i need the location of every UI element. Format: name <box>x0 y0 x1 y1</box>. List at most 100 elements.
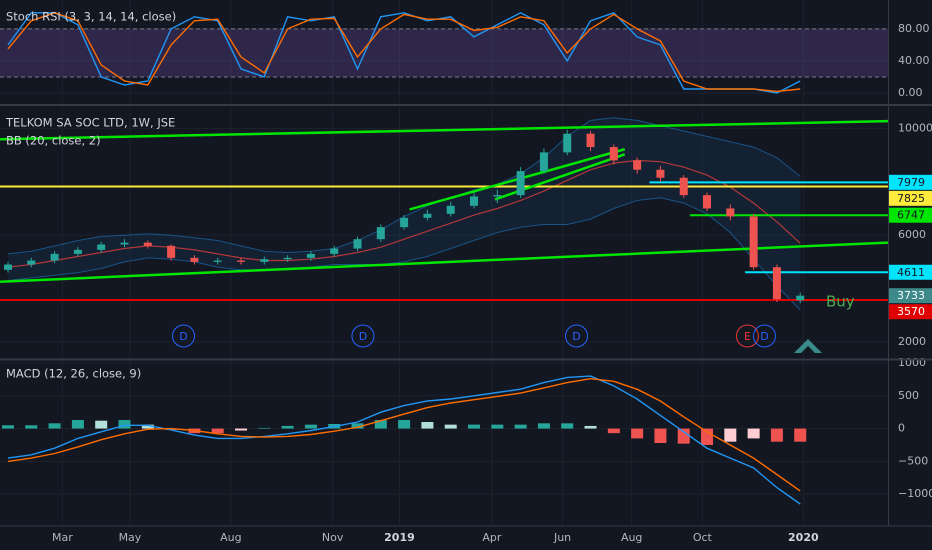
x-tick-label: 2020 <box>788 531 819 544</box>
candle-body <box>120 242 129 245</box>
band-fill <box>8 117 801 310</box>
candle-body <box>703 195 712 209</box>
candle-body <box>726 208 735 217</box>
histogram-bar <box>374 420 387 429</box>
x-tick-label: Aug <box>220 531 241 544</box>
candle-body <box>376 227 385 240</box>
x-tick-label: Apr <box>482 531 502 544</box>
price-label-box <box>889 207 932 223</box>
y-tick-label: 1000 <box>898 356 926 369</box>
band-fill <box>0 28 888 77</box>
candle-body <box>190 257 199 262</box>
panel-title: Stoch RSI (3, 3, 14, 14, close) <box>6 10 176 24</box>
x-tick-label: Mar <box>52 531 73 544</box>
y-tick-label: 0 <box>898 422 905 435</box>
candle-body <box>609 147 618 161</box>
histogram-bar <box>398 420 411 429</box>
candle-body <box>749 216 758 268</box>
event-marker <box>565 324 589 348</box>
candle-body <box>353 239 362 249</box>
histogram-bar <box>2 425 14 429</box>
price-label: 7825 <box>897 192 925 205</box>
histogram-bar <box>25 425 38 429</box>
x-tick-label: Aug <box>621 531 642 544</box>
event-marker <box>351 324 375 348</box>
candle-body <box>516 171 525 196</box>
price-label: 4611 <box>897 266 925 279</box>
panel <box>0 0 888 103</box>
histogram-bar <box>724 428 737 442</box>
candle-body <box>167 245 176 258</box>
candle-body <box>330 248 339 254</box>
histogram-bar <box>141 424 154 429</box>
candle-body <box>283 257 292 260</box>
x-tick-label: Nov <box>322 531 344 544</box>
histogram-bar <box>491 424 504 429</box>
series-line <box>7 375 801 505</box>
candle-body <box>796 295 805 301</box>
price-label: 3570 <box>897 305 925 318</box>
panel <box>0 107 888 358</box>
x-tick-label: 2019 <box>384 531 415 544</box>
histogram-bar <box>677 428 690 444</box>
histogram-bar <box>118 420 131 429</box>
histogram-bar <box>421 422 434 429</box>
price-label: 7979 <box>897 176 925 189</box>
candle-body <box>493 195 502 197</box>
y-tick-label: 2000 <box>898 335 926 348</box>
price-label-box <box>889 174 932 190</box>
y-tick-label: 80.00 <box>898 22 930 35</box>
candle-body <box>306 253 315 258</box>
event-marker <box>753 324 777 348</box>
candle-body <box>143 242 152 246</box>
histogram-bar <box>607 428 620 434</box>
candle-body <box>772 267 781 300</box>
candle-body <box>213 260 222 262</box>
histogram-bar <box>537 423 550 429</box>
candle-body <box>237 260 246 262</box>
series-line <box>7 197 801 311</box>
event-marker <box>735 324 759 348</box>
candle-body <box>423 213 432 218</box>
histogram-bar <box>304 424 317 429</box>
price-label-box <box>889 304 932 320</box>
price-label: 3733 <box>897 289 925 302</box>
y-tick-label: 0.00 <box>898 86 923 99</box>
price-label: 6747 <box>897 209 925 222</box>
price-label-box <box>889 264 932 280</box>
x-tick-label: May <box>119 531 142 544</box>
histogram-bar <box>654 428 667 443</box>
candle-body <box>73 249 82 254</box>
series-line <box>7 11 801 94</box>
histogram-bar <box>351 423 364 429</box>
histogram-bar <box>258 427 271 429</box>
candle-body <box>656 169 665 178</box>
candle-body <box>446 205 455 214</box>
price-label-box <box>889 288 932 304</box>
candle-body <box>400 217 409 228</box>
histogram-bar <box>281 425 294 429</box>
histogram-bar <box>770 428 783 442</box>
histogram-bar <box>95 420 108 429</box>
trendline <box>0 241 888 283</box>
histogram-bar <box>514 424 527 429</box>
histogram-bar <box>584 425 597 429</box>
histogram-bar <box>235 428 248 431</box>
event-label: D <box>760 330 768 343</box>
event-marker <box>172 324 196 348</box>
candle-body <box>260 259 269 262</box>
x-tick-label: Oct <box>693 531 713 544</box>
histogram-bar <box>747 428 760 439</box>
price-label-box <box>889 190 932 206</box>
histogram-bar <box>561 423 574 429</box>
candle-body <box>679 177 688 196</box>
panel <box>0 361 888 525</box>
trendline <box>0 119 888 141</box>
series-line <box>7 377 801 492</box>
histogram-bar <box>444 424 457 429</box>
y-tick-label: 10000 <box>898 121 932 134</box>
histogram-bar <box>211 428 224 434</box>
annotation: Buy <box>826 293 855 311</box>
